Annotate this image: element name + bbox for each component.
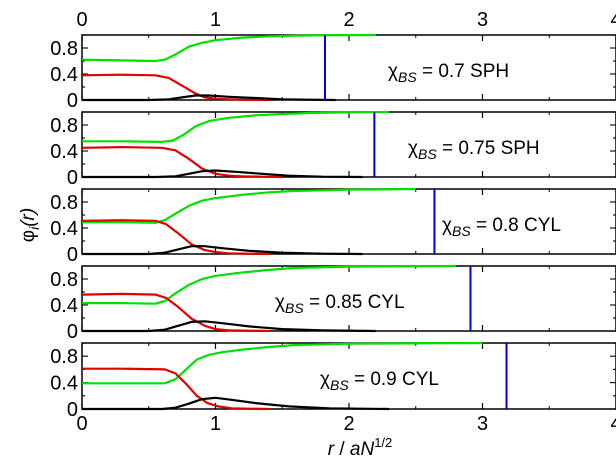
panel-annotation: χBS = 0.85 CYL [275,292,405,316]
bottom-x-tick-label: 4 [610,413,616,435]
y-tick-label: 0.8 [50,269,78,291]
series-line-black [82,169,363,179]
series-line-red [81,73,269,102]
y-tick-label: 0 [67,399,78,421]
y-tick-label: 0.4 [50,373,78,395]
y-tick-label: 0 [67,244,78,266]
panel-frame [81,34,616,101]
y-tick-label: 0.8 [50,346,78,368]
panel-annotation: χBS = 0.9 CYL [320,369,439,393]
series-line-green [82,187,416,224]
bottom-x-tick-label: 2 [343,413,354,435]
y-tick-label: 0.4 [50,141,78,163]
bottom-x-tick-label: 0 [76,413,87,435]
series-line-green [82,341,483,385]
y-tick-label: 0.4 [50,295,78,317]
panel-annotation: χBS = 0.75 SPH [408,138,540,162]
series-line-red [81,219,269,256]
series-line-red [81,146,283,179]
series-line-black [82,396,390,411]
y-tick-label: 0 [67,321,78,343]
y-tick-label: 0.8 [50,192,78,214]
y-tick-label: 0.4 [50,64,78,86]
y-tick-label: 0 [67,90,78,112]
bottom-x-tick-label: 3 [477,413,488,435]
series-line-red [82,367,269,411]
top-x-tick-label: 0 [76,9,87,31]
series-line-red [81,292,269,333]
x-axis-title: r / aN1/2 [328,435,393,460]
series-line-green [82,110,390,143]
series-line-black [82,94,336,102]
top-x-tick-label: 1 [210,9,221,31]
y-tick-label: 0.8 [50,115,78,137]
bottom-x-tick-label: 1 [210,413,221,435]
panel-annotation: χBS = 0.7 SPH [388,61,509,85]
y-tick-label: 0 [67,167,78,189]
y-tick-label: 0.8 [50,38,78,60]
panel-annotation: χBS = 0.8 CYL [442,215,561,239]
top-x-tick-label: 2 [343,9,354,31]
series-line-black [82,320,376,333]
y-axis-title: φi(r) [18,208,42,242]
top-x-tick-label: 3 [477,9,488,31]
series-line-black [82,245,363,256]
series-line-green [82,264,456,305]
top-x-tick-label: 4 [610,9,616,31]
y-tick-label: 0.4 [50,218,78,240]
series-line-green [81,33,376,63]
